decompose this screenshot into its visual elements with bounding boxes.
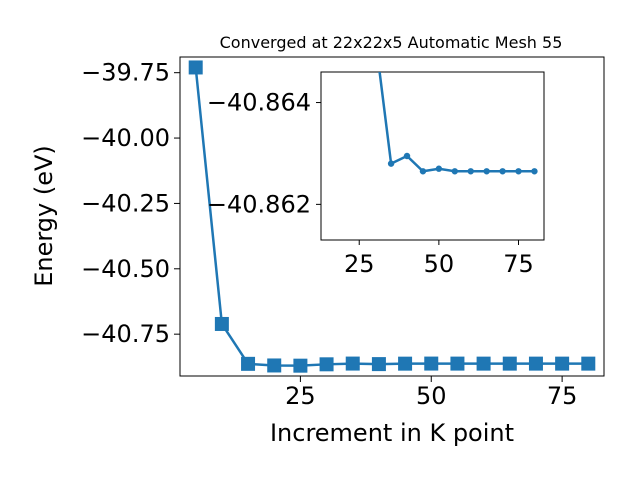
main-data-point bbox=[345, 356, 360, 371]
main-x-tick-label: 75 bbox=[547, 382, 578, 410]
inset-data-point bbox=[451, 168, 458, 175]
inset-plot-area: 25 50 75 −40.864 −40.862 bbox=[207, 71, 545, 278]
chart-title: Converged at 22x22x5 Automatic Mesh 55 bbox=[220, 33, 563, 52]
inset-y-tick-label: −40.864 bbox=[207, 89, 311, 117]
inset-y-ticks: −40.864 −40.862 bbox=[207, 89, 321, 218]
main-plot-area: 25 50 75 −39.75 −40.00 −40.25 −40.50 −40.75 bbox=[81, 56, 605, 410]
main-data-point bbox=[424, 356, 439, 371]
main-data-point bbox=[555, 356, 570, 371]
main-data-point bbox=[371, 357, 386, 372]
main-data-point bbox=[267, 358, 282, 373]
inset-x-tick-label: 25 bbox=[344, 250, 375, 278]
inset-data-point bbox=[403, 152, 411, 160]
x-axis-label: Increment in K point bbox=[270, 419, 514, 447]
inset-x-tick-label: 75 bbox=[503, 250, 534, 278]
main-x-tick-label: 25 bbox=[285, 382, 316, 410]
main-data-point bbox=[214, 316, 229, 331]
main-plot-frame bbox=[179, 56, 605, 377]
inset-x-tick-label: 50 bbox=[424, 250, 455, 278]
inset-x-ticks: 25 50 75 bbox=[344, 240, 534, 278]
main-y-ticks: −39.75 −40.00 −40.25 −40.50 −40.75 bbox=[81, 59, 180, 348]
inset-data-point bbox=[435, 165, 443, 172]
main-data-point bbox=[450, 356, 465, 371]
inset-series bbox=[378, 72, 538, 175]
y-axis-label: Energy (eV) bbox=[30, 145, 58, 287]
main-series-line bbox=[194, 67, 589, 367]
main-data-point bbox=[293, 358, 308, 373]
main-data-point bbox=[398, 356, 413, 371]
main-y-tick-label: −40.25 bbox=[81, 189, 170, 217]
main-series bbox=[188, 60, 596, 373]
main-y-tick-label: −40.75 bbox=[81, 320, 170, 348]
main-data-point bbox=[241, 356, 256, 371]
main-data-point bbox=[319, 357, 334, 372]
main-y-tick-label: −40.50 bbox=[81, 255, 170, 283]
main-data-point bbox=[188, 60, 203, 75]
inset-y-tick-label: −40.862 bbox=[207, 190, 311, 218]
inset-data-point bbox=[515, 168, 522, 175]
main-y-tick-label: −40.00 bbox=[81, 124, 170, 152]
main-x-tick-label: 50 bbox=[416, 382, 447, 410]
inset-data-point bbox=[499, 168, 506, 175]
inset-data-point bbox=[531, 168, 538, 175]
inset-plot-frame bbox=[320, 71, 545, 241]
main-data-point bbox=[581, 356, 596, 371]
inset-data-point bbox=[483, 168, 490, 175]
main-y-tick-label: −39.75 bbox=[81, 59, 170, 87]
inset-data-point bbox=[467, 168, 474, 175]
main-x-ticks: 25 50 75 bbox=[285, 376, 577, 410]
main-data-point bbox=[528, 356, 543, 371]
main-data-point bbox=[476, 356, 491, 371]
inset-data-point bbox=[419, 168, 427, 175]
inset-data-point bbox=[387, 160, 395, 167]
main-data-point bbox=[502, 356, 517, 371]
